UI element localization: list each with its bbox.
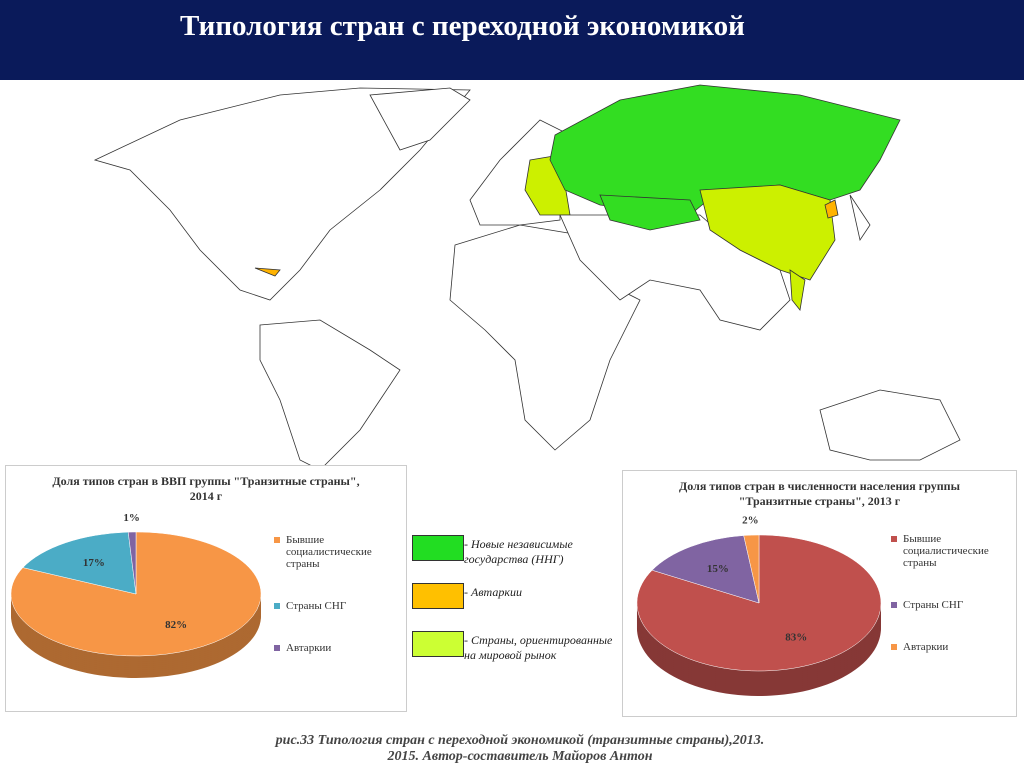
pie-chart: 82% 17% 1% bbox=[10, 512, 262, 678]
slide-title: Типология стран с переходной экономикой bbox=[180, 10, 745, 42]
pie-value-label: 83% bbox=[785, 632, 807, 644]
pie-title: Доля типов стран в ВВП группы "Транзитны… bbox=[52, 474, 360, 503]
map-legend-item: - Страны, ориентированные на мировой рын… bbox=[412, 631, 612, 671]
map-legend-item: - Новые независимые государства (ННГ) bbox=[412, 535, 612, 575]
pie-value-label: 82% bbox=[165, 619, 187, 631]
legend-item: Страны СНГ bbox=[274, 600, 392, 612]
pie-panel: 83% 15% 2% Доля типов стран в численности … bbox=[622, 470, 1017, 717]
china bbox=[699, 184, 836, 281]
map-legend-swatch bbox=[412, 583, 464, 609]
legend-item: Бывшие социалистические страны bbox=[274, 534, 392, 570]
caption-line: рис.33 Типология стран с переходной экон… bbox=[275, 733, 765, 748]
pie-slice bbox=[10, 531, 262, 657]
japan bbox=[849, 194, 871, 242]
world-map bbox=[93, 84, 961, 471]
legend-swatch bbox=[891, 644, 897, 650]
map-legend: - Новые независимые государства (ННГ) - А… bbox=[412, 535, 612, 679]
map-legend-label: - Новые независимые государства (ННГ) bbox=[464, 537, 573, 566]
vietnam bbox=[789, 269, 806, 311]
map-legend-item: - Автаркии bbox=[412, 583, 612, 623]
legend-item: Автаркии bbox=[891, 641, 1009, 653]
legend-swatch bbox=[274, 603, 280, 609]
pie-chart: 83% 15% 2% bbox=[636, 515, 882, 696]
legend-swatch bbox=[274, 537, 280, 543]
pie-slice bbox=[127, 531, 137, 595]
legend-swatch bbox=[891, 536, 897, 542]
pie-slice bbox=[22, 531, 137, 595]
pie-title: Доля типов стран в численности населения… bbox=[679, 479, 960, 508]
pie-legend: Бывшие социалистические страны Страны СНГ… bbox=[891, 533, 1009, 683]
legend-item: Автаркии bbox=[274, 642, 392, 654]
north-america bbox=[93, 87, 471, 301]
legend-item: Страны СНГ bbox=[891, 599, 1009, 611]
legend-swatch bbox=[274, 645, 280, 651]
pie-panel: 82% 17% 1% Доля типов стран в ВВП группы "… bbox=[5, 465, 407, 712]
pie-legend: Бывшие социалистические страны Страны СНГ… bbox=[274, 534, 392, 684]
legend-label: Страны СНГ bbox=[903, 599, 964, 611]
header: Типология стран с переходной экономикой bbox=[0, 0, 1024, 80]
australia bbox=[819, 389, 961, 461]
pie-slice bbox=[651, 535, 760, 604]
legend-label: Автаркии bbox=[286, 642, 332, 654]
central-asia bbox=[599, 194, 701, 231]
map-legend-swatch bbox=[412, 631, 464, 657]
legend-item: Бывшие социалистические страны bbox=[891, 533, 1009, 569]
pie-value-label: 15% bbox=[707, 563, 729, 575]
legend-label: Страны СНГ bbox=[286, 600, 347, 612]
caption: рис.33 Типология стран с переходной экон… bbox=[0, 733, 1024, 765]
cuba bbox=[254, 267, 281, 277]
north-korea bbox=[824, 199, 839, 219]
legend-swatch bbox=[891, 602, 897, 608]
legend-label: Бывшие социалистические страны bbox=[903, 533, 989, 569]
south-america bbox=[259, 319, 401, 471]
pie-value-label: 17% bbox=[83, 557, 105, 569]
map-legend-label: - Страны, ориентированные на мировой рын… bbox=[464, 633, 613, 662]
greenland bbox=[369, 87, 471, 151]
map-legend-label: - Автаркии bbox=[464, 585, 522, 599]
pie-slice bbox=[743, 534, 760, 604]
caption-line: 2015. Автор-составитель Майоров Антон bbox=[387, 749, 653, 764]
legend-label: Бывшие социалистические страны bbox=[286, 534, 372, 570]
pie-value-label: 1% bbox=[123, 512, 140, 524]
pie-value-label: 2% bbox=[742, 515, 759, 527]
legend-label: Автаркии bbox=[903, 641, 949, 653]
map-legend-swatch bbox=[412, 535, 464, 561]
